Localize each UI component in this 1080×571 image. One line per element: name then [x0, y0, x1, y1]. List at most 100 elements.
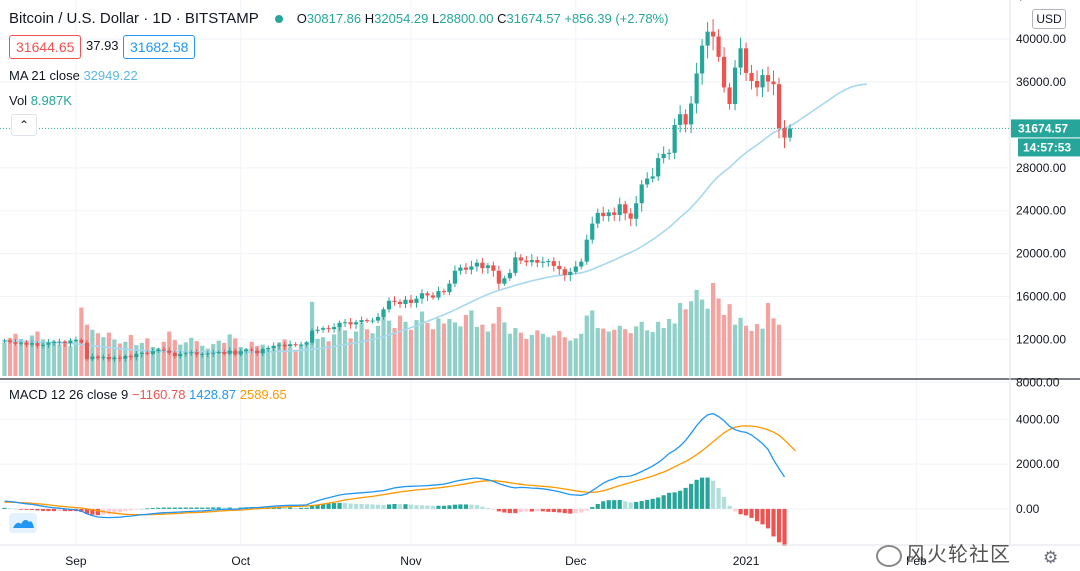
macd-histogram-bar [117, 508, 122, 513]
grid [0, 0, 1010, 545]
candle [277, 342, 282, 350]
candle [255, 347, 260, 357]
macd-histogram-bar [172, 507, 177, 509]
candle-body [743, 48, 749, 73]
macd-histogram-bar [381, 504, 386, 509]
macd-histogram-bar [507, 508, 512, 514]
candle [491, 261, 496, 277]
macd-histogram-bar [491, 508, 496, 510]
volume-bar [672, 323, 677, 376]
volume-bar [738, 317, 743, 376]
macd-histogram-bar [40, 508, 46, 511]
candle [414, 295, 419, 308]
volume-bar [51, 340, 57, 376]
candle [705, 22, 710, 59]
candle [62, 340, 68, 347]
candle-body [469, 266, 474, 270]
macd-histogram-bar [233, 508, 238, 509]
volume-bar [134, 345, 139, 376]
macd-histogram-bar [562, 508, 567, 514]
candle [496, 265, 501, 290]
candle-body [62, 341, 68, 344]
candle-body [331, 327, 337, 330]
candle-body [529, 260, 534, 263]
volume-bar [634, 326, 639, 376]
candle [617, 197, 622, 222]
volume-bar [183, 342, 188, 376]
volume-bar [145, 338, 150, 376]
macd-histogram-bar [683, 487, 688, 509]
candle [650, 168, 655, 183]
candle-body [216, 352, 221, 354]
candle-body [244, 349, 249, 352]
candle [540, 256, 545, 268]
candle [73, 336, 79, 342]
currency-button[interactable]: USD [1032, 9, 1066, 29]
collapse-legend-button[interactable]: ⌃ [11, 114, 37, 136]
candle [101, 354, 106, 361]
candle [222, 349, 227, 356]
candle [458, 264, 463, 275]
volume-bar [13, 333, 18, 376]
volume-bar [337, 324, 342, 376]
macd-histogram-bar [211, 507, 216, 509]
candle-body [507, 272, 512, 279]
candle [331, 323, 337, 333]
candle [51, 339, 57, 346]
candle [200, 352, 205, 358]
candle [386, 297, 392, 313]
tradingview-logo-icon[interactable] [9, 513, 37, 533]
macd-legend[interactable]: MACD 12 26 close 9 −1160.78 1428.87 2589… [9, 387, 287, 402]
volume-bar [590, 310, 595, 376]
candle [84, 340, 89, 361]
symbol-title[interactable]: Bitcoin / U.S. Dollar · 1D · BITSTAMP [9, 10, 259, 27]
candle-body [441, 291, 447, 293]
candle-body [683, 114, 688, 125]
ma-legend[interactable]: MA 21 close 32949.22 [9, 68, 138, 83]
macd-histogram-bar [672, 492, 677, 509]
candle-body [540, 261, 545, 263]
buy-price-button[interactable]: 31682.58 [123, 35, 196, 59]
candle-body [271, 345, 276, 348]
time-tick-label: Dec [565, 554, 586, 568]
candle-body [623, 204, 628, 214]
candle-body [425, 293, 430, 296]
candle [634, 196, 639, 227]
volume-bar [601, 328, 606, 376]
candle-body [568, 271, 573, 276]
candle [425, 291, 430, 301]
volume-bar [271, 346, 276, 376]
sell-price-button[interactable]: 31644.65 [9, 35, 82, 59]
candle [282, 342, 287, 351]
candle-body [310, 330, 315, 343]
macd-histogram-bar [524, 508, 529, 512]
candle [656, 152, 661, 181]
candle [216, 350, 221, 355]
candle-body [249, 349, 254, 351]
volume-bar [771, 318, 776, 376]
candle-body [139, 352, 144, 354]
candle [430, 292, 436, 300]
candle [447, 279, 452, 296]
volume-bar [150, 346, 155, 376]
candle-body [35, 343, 40, 346]
candle-body [502, 278, 507, 284]
candle [359, 316, 364, 324]
volume-bar [452, 322, 458, 376]
macd-pane [2, 412, 796, 546]
macd-histogram-bar [606, 500, 611, 509]
volume-legend[interactable]: Vol 8.987K [9, 93, 72, 108]
volume-bar [216, 340, 221, 376]
candle-body [732, 67, 738, 105]
candle [90, 353, 95, 362]
macd-histogram-bar [288, 507, 293, 509]
ma-label: MA 21 close [9, 68, 80, 83]
candle-body [716, 36, 721, 57]
candle [463, 263, 469, 275]
macd-histogram-bar [480, 506, 485, 509]
volume-bar [661, 328, 666, 376]
candle [167, 347, 172, 355]
candle [227, 347, 232, 356]
settings-gear-icon[interactable]: ⚙ [1043, 548, 1059, 567]
